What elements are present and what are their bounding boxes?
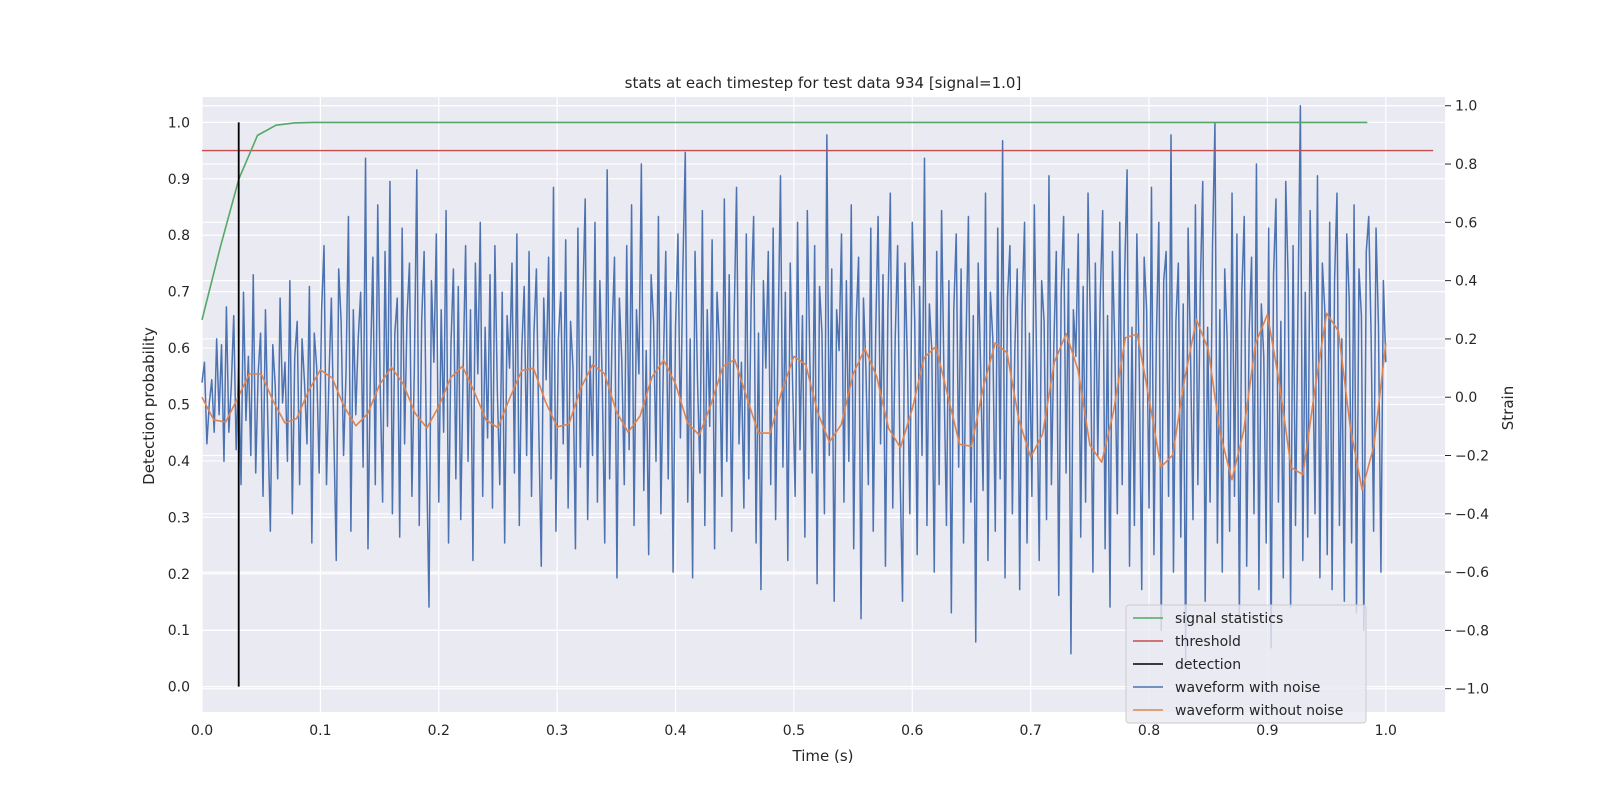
legend-entry-detection: detection xyxy=(1133,657,1241,673)
series-layer xyxy=(201,104,1434,687)
x-tick-label: 0.4 xyxy=(664,723,686,739)
x-tick-label: 1.0 xyxy=(1375,723,1397,739)
y-tick-label: 0.8 xyxy=(168,228,190,244)
y2-tick-label: 0.6 xyxy=(1455,215,1477,231)
y-axis-label: Detection probability xyxy=(140,327,158,485)
x-tick-label: 0.0 xyxy=(191,723,213,739)
x-axis-label: Time (s) xyxy=(792,747,854,765)
y-tick-label: 0.6 xyxy=(168,341,190,357)
legend-entry-waveform-with-noise: waveform with noise xyxy=(1133,680,1320,696)
y2-tick-label: −0.6 xyxy=(1455,565,1489,581)
series-line-waveform-without-noise xyxy=(201,312,1387,491)
y-tick-label: 0.4 xyxy=(168,454,190,470)
x-tick-label: 0.3 xyxy=(546,723,568,739)
y2-tick-label: −0.4 xyxy=(1455,507,1489,523)
legend-label-threshold: threshold xyxy=(1175,634,1241,650)
y2-tick-label: 0.4 xyxy=(1455,274,1477,290)
y-tick-label: 0.3 xyxy=(168,510,190,526)
x-tick-label: 0.2 xyxy=(428,723,450,739)
y-tick-label: 0.5 xyxy=(168,398,190,414)
legend-label-detection: detection xyxy=(1175,657,1241,673)
legend-label-signal-statistics: signal statistics xyxy=(1175,611,1283,627)
legend-entry-signal-statistics: signal statistics xyxy=(1133,611,1283,627)
series-line-signal-statistics xyxy=(201,121,1368,321)
legend-label-waveform-with-noise: waveform with noise xyxy=(1175,680,1320,696)
y2-tick-label: −0.8 xyxy=(1455,623,1489,639)
legend-label-waveform-without-noise: waveform without noise xyxy=(1175,703,1343,719)
ticks: 0.0 0.1 0.2 0.3 0.4 0.5 0.6 0.7 0.8 0.9 1.0 0.0 0.1 0… xyxy=(168,99,1489,739)
y2-tick-label: 0.2 xyxy=(1455,332,1477,348)
x-tick-label: 0.5 xyxy=(783,723,805,739)
legend-entry-waveform-without-noise: waveform without noise xyxy=(1133,703,1343,719)
y2-tick-label: 0.8 xyxy=(1455,157,1477,173)
y-tick-label: 0.2 xyxy=(168,567,190,583)
x-tick-label: 0.8 xyxy=(1138,723,1160,739)
y-tick-label: 0.7 xyxy=(168,285,190,301)
y2-tick-label: 1.0 xyxy=(1455,99,1477,115)
y-tick-label: 1.0 xyxy=(168,115,190,131)
y2-tick-label: 0.0 xyxy=(1455,390,1477,406)
x-tick-label: 0.1 xyxy=(309,723,331,739)
x-tick-label: 0.9 xyxy=(1256,723,1278,739)
y-tick-label: 0.9 xyxy=(168,172,190,188)
y2-axis-label: Strain xyxy=(1499,386,1517,430)
series-line-waveform-with-noise xyxy=(201,104,1387,661)
y-tick-label: 0.1 xyxy=(168,623,190,639)
legend-entry-threshold: threshold xyxy=(1133,634,1241,650)
y2-tick-label: −1.0 xyxy=(1455,682,1489,698)
legend-box xyxy=(1125,604,1367,724)
legend: signal statistics threshold detection wa… xyxy=(1125,604,1367,724)
x-tick-label: 0.6 xyxy=(901,723,923,739)
y2-tick-label: −0.2 xyxy=(1455,449,1489,465)
y-tick-label: 0.0 xyxy=(168,680,190,696)
x-tick-label: 0.7 xyxy=(1020,723,1042,739)
chart-title: stats at each timestep for test data 934… xyxy=(625,74,1022,92)
